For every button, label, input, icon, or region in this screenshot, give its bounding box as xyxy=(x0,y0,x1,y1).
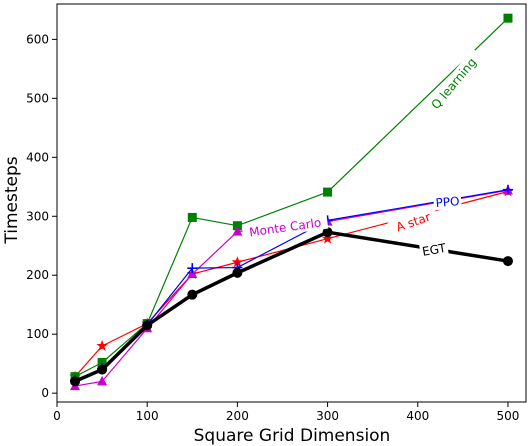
y-tick-label: 100 xyxy=(26,327,49,341)
monte-carlo-point xyxy=(97,375,108,386)
y-tick-label: 0 xyxy=(41,386,49,400)
monte-carlo-point xyxy=(232,226,243,236)
x-axis-label: Square Grid Dimension xyxy=(194,426,391,446)
series-label-text: Q learning xyxy=(428,55,479,112)
series-label-text: EGT xyxy=(421,241,448,259)
ppo-point xyxy=(502,184,513,195)
egt-point xyxy=(187,289,198,300)
y-tick-label: 600 xyxy=(26,32,49,46)
y-tick-label: 400 xyxy=(26,150,49,164)
egt-point xyxy=(142,320,153,331)
series-layer xyxy=(69,13,514,391)
x-tick-label: 100 xyxy=(136,409,159,423)
series-label-ppo: PPO xyxy=(433,192,462,211)
q-learning-point xyxy=(232,221,242,231)
series-egt xyxy=(70,227,513,387)
series-label-layer: A star Q learning Monte Carlo PPO EGT xyxy=(241,48,485,260)
x-tick-label: 200 xyxy=(226,409,249,423)
series-ppo xyxy=(70,184,513,386)
x-tick-label: 400 xyxy=(406,409,429,423)
series-label-background xyxy=(419,239,449,260)
series-label-text: PPO xyxy=(435,194,460,210)
y-axis-label: Timesteps xyxy=(2,156,22,244)
series-label-background xyxy=(387,206,439,237)
x-tick-label: 300 xyxy=(316,409,339,423)
series-label-text: Monte Carlo xyxy=(248,215,322,239)
series-label-background xyxy=(422,48,485,118)
series-monte-carlo xyxy=(70,184,513,391)
series-a-star xyxy=(69,185,514,382)
egt-point xyxy=(502,256,513,267)
series-label-background xyxy=(241,213,329,241)
x-tick-label: 500 xyxy=(497,409,520,423)
ppo-point xyxy=(187,263,198,274)
y-tick-label: 500 xyxy=(26,91,49,105)
q-learning-point xyxy=(503,13,513,23)
a-star-point xyxy=(96,339,108,351)
axes-layer: 0 100 200 300 400 500 0 100 200 300 400 500 600 xyxy=(26,3,527,423)
series-label-q-learning: Q learning xyxy=(422,48,485,118)
plot-frame xyxy=(56,3,527,403)
series-label-background xyxy=(433,192,462,211)
a-star-point xyxy=(231,256,244,268)
monte-carlo-point xyxy=(187,268,198,279)
ppo-line xyxy=(74,189,509,381)
egt-point xyxy=(97,364,108,375)
q-learning-point xyxy=(323,187,333,197)
egt-point xyxy=(232,267,243,278)
x-tick-label: 0 xyxy=(53,409,61,423)
series-label-a-star: A star xyxy=(387,206,439,237)
egt-point xyxy=(70,376,81,387)
series-label-egt: EGT xyxy=(419,239,449,260)
q-learning-point xyxy=(97,357,107,367)
y-tick-label: 300 xyxy=(26,209,49,223)
a-star-point xyxy=(321,232,334,244)
egt-point xyxy=(322,227,333,238)
q-learning-point xyxy=(187,212,197,222)
y-tick-label: 200 xyxy=(26,268,49,282)
series-label-text: A star xyxy=(394,210,432,235)
